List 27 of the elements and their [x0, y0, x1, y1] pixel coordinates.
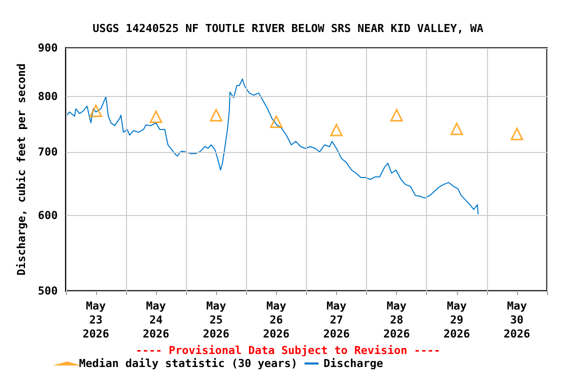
y-tick-label: 500	[38, 284, 58, 298]
x-tick-label: May 25 2026	[202, 300, 230, 340]
chart-title: USGS 14240525 NF TOUTLE RIVER BELOW SRS NEAR KID VALLEY, WA	[92, 22, 484, 35]
legend-label: Discharge	[324, 357, 384, 370]
x-tick-label: May 28 2026	[383, 300, 410, 340]
y-tick-label: 600	[38, 209, 58, 222]
text: ---- Provisional Data Subject to Revision ----	[136, 344, 440, 357]
line-series	[66, 78, 479, 215]
y-tick-label: 700	[38, 145, 58, 158]
point	[450, 122, 464, 136]
y-tick-label: 800	[38, 90, 58, 104]
y-axis-title: Discharge, cubic feet per second	[15, 64, 28, 276]
x-tick-label: May 30 2026	[504, 300, 531, 340]
point	[150, 110, 162, 124]
y-tick-label: 900	[38, 42, 58, 54]
point	[390, 108, 403, 122]
point	[330, 124, 343, 136]
point	[510, 128, 524, 140]
point	[90, 104, 102, 118]
x-tick-label: May 23 2026	[82, 300, 110, 340]
x-tick-label: May 29 2026	[444, 300, 470, 340]
x-tick-label: May 27 2026	[323, 300, 350, 340]
point	[270, 115, 283, 128]
point	[210, 108, 222, 122]
x-tick-label: May 26 2026	[263, 300, 290, 340]
legend-label: Median daily statistic (30 years)	[79, 357, 298, 370]
x-tick-label: May 24 2026	[142, 300, 170, 340]
